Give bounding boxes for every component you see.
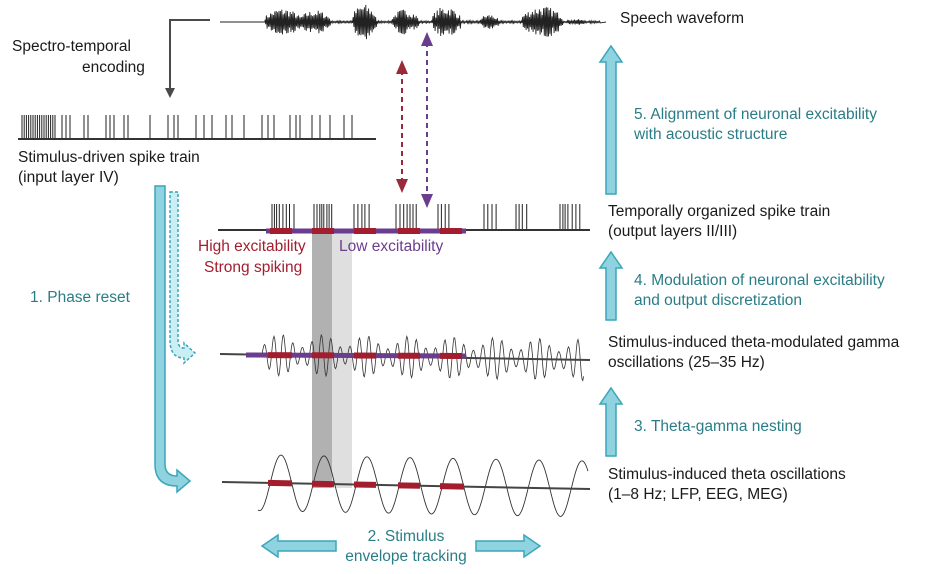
spectro-temporal-label-line1: Spectro-temporal <box>12 38 131 57</box>
temporal-spike-label-line2: (output layers II/III) <box>608 223 737 242</box>
stimulus-spike-label-line2: (input layer IV) <box>18 169 119 188</box>
step1-label: 1. Phase reset <box>30 289 130 308</box>
stimulus-spike-label-line1: Stimulus-driven spike train <box>18 149 200 168</box>
low-excitability-band <box>332 232 352 488</box>
step2-label-line2: envelope tracking <box>331 548 481 567</box>
gamma-label-line2: oscillations (25–35 Hz) <box>608 354 765 373</box>
step5-label-line2: with acoustic structure <box>634 126 787 145</box>
step3-label: 3. Theta-gamma nesting <box>634 418 802 437</box>
gamma-excitability-bars <box>246 355 466 356</box>
envelope-right-arrow <box>476 535 540 557</box>
gamma-label-line1: Stimulus-induced theta-modulated gamma <box>608 334 899 353</box>
envelope-left-arrow <box>262 535 336 557</box>
purple-alignment-arrow <box>421 32 433 208</box>
step5-label-line1: 5. Alignment of neuronal excitability <box>634 106 877 125</box>
input-spike-train <box>22 115 352 139</box>
speech-waveform-trace <box>220 5 606 39</box>
strong-spiking-label: Strong spiking <box>204 259 302 278</box>
high-excitability-label: High excitability <box>198 238 306 257</box>
speech-waveform-label: Speech waveform <box>620 10 744 29</box>
step3-up-arrow <box>600 388 622 456</box>
temporal-spike-label-line1: Temporally organized spike train <box>608 203 830 222</box>
red-alignment-arrow <box>396 60 408 193</box>
step2-label-line1: 2. Stimulus <box>346 528 466 547</box>
phase-reset-arrow-dashed <box>170 192 195 363</box>
encoding-arrow <box>170 20 210 96</box>
theta-label-line1: Stimulus-induced theta oscillations <box>608 466 846 485</box>
step4-label-line2: and output discretization <box>634 292 802 311</box>
output-spike-train <box>272 204 580 230</box>
speech-waveform-path <box>220 5 606 39</box>
step5-up-arrow <box>600 46 622 194</box>
theta-label-line2: (1–8 Hz; LFP, EEG, MEG) <box>608 486 788 505</box>
spectro-temporal-label-line2: encoding <box>82 59 145 78</box>
low-excitability-label: Low excitability <box>339 238 443 257</box>
step4-up-arrow <box>600 252 622 320</box>
step4-label-line1: 4. Modulation of neuronal excitability <box>634 272 885 291</box>
